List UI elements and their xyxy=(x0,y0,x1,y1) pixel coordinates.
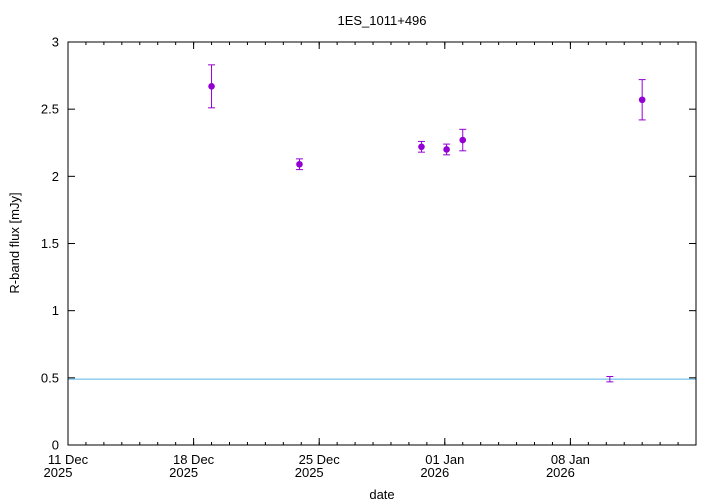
x-tick-label-date: 18 Dec xyxy=(173,452,215,467)
y-tick-label: 0.5 xyxy=(41,370,59,385)
y-axis-label: R-band flux [mJy] xyxy=(7,192,22,293)
data-point xyxy=(208,83,215,90)
y-tick-label: 1.5 xyxy=(41,236,59,251)
x-tick-label-year: 2025 xyxy=(169,465,198,480)
x-tick-label-date: 11 Dec xyxy=(48,452,89,467)
x-tick-label-year: 2026 xyxy=(546,465,575,480)
data-point xyxy=(638,96,646,104)
data-points-layer xyxy=(208,64,646,383)
data-point xyxy=(443,146,450,153)
x-tick-label-date: 25 Dec xyxy=(299,452,341,467)
plot-frame xyxy=(67,41,697,446)
data-point xyxy=(459,136,467,144)
x-tick-label-year: 2026 xyxy=(420,465,449,480)
x-axis-label: date xyxy=(369,487,394,502)
x-tick-label-year: 2025 xyxy=(295,465,324,480)
x-tick-label-year: 2025 xyxy=(44,465,73,480)
data-point xyxy=(418,143,425,151)
x-tick-label-date: 08 Jan xyxy=(551,452,590,467)
y-tick-label: 0 xyxy=(52,438,59,453)
chart-title: 1ES_1011+496 xyxy=(337,13,426,28)
y-tick-label: 1 xyxy=(52,303,59,318)
x-tick-label-date: 01 Jan xyxy=(425,452,464,467)
y-tick-label: 3 xyxy=(52,35,59,50)
data-point xyxy=(296,160,303,168)
y-axis-ticks: 0 0.5 1 1.5 2 2.5 3 xyxy=(41,35,696,453)
y-tick-label: 2 xyxy=(52,169,59,184)
y-tick-label: 2.5 xyxy=(41,102,59,117)
